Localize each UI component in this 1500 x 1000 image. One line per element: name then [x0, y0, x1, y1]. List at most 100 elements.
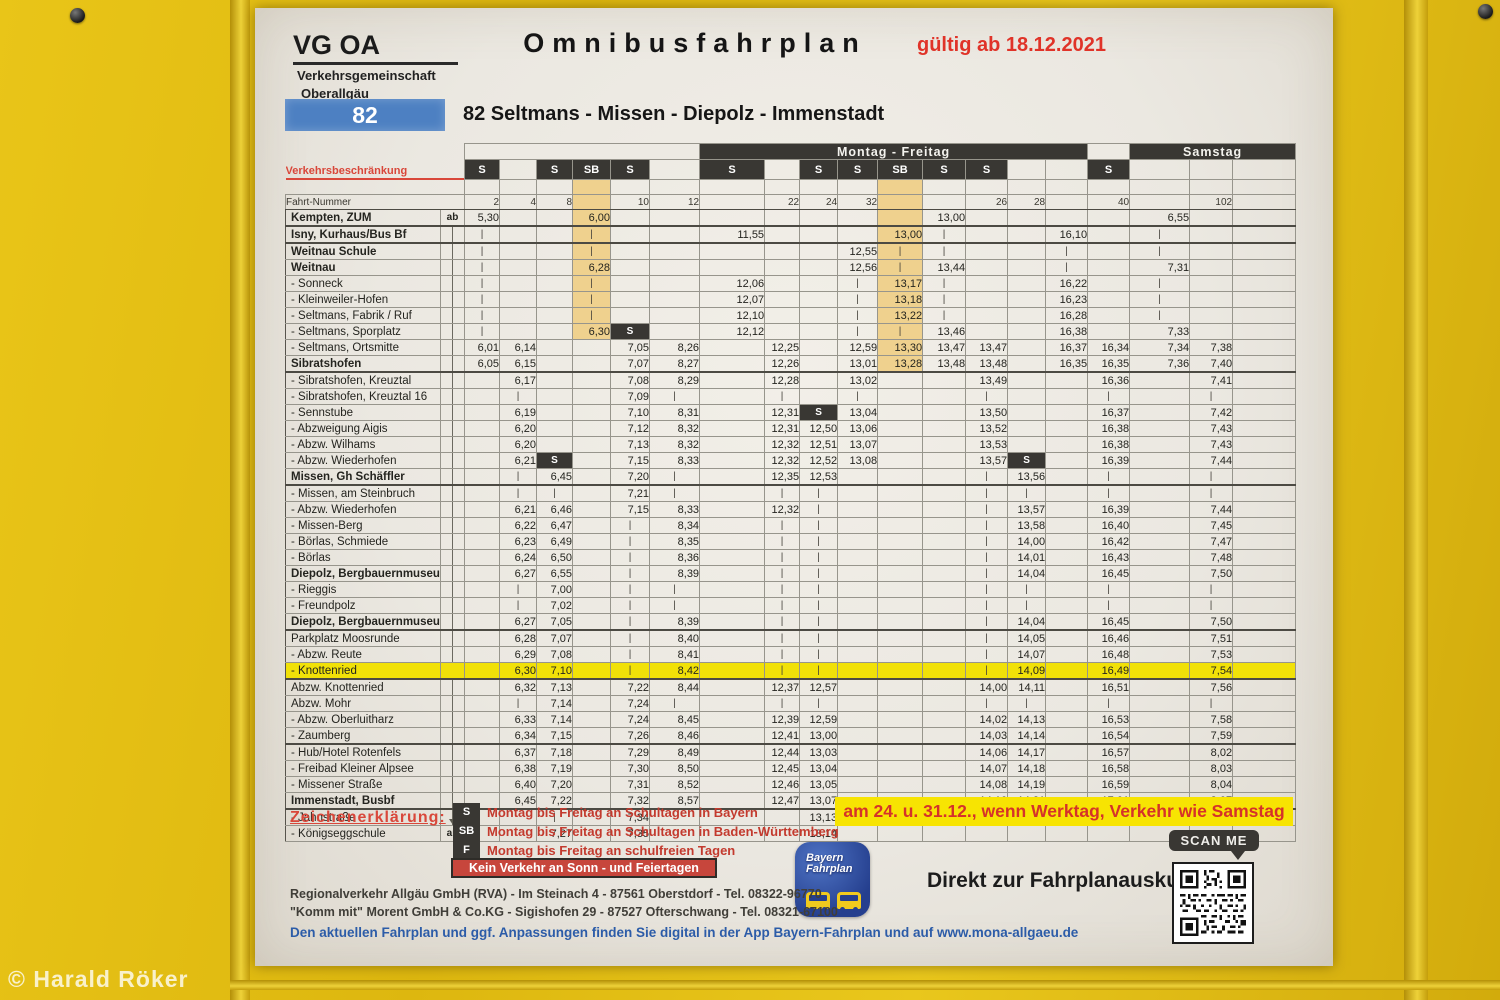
agency-subtitle-2: Oberallgäu [301, 86, 369, 101]
photographer-watermark: © Harald Röker [8, 966, 189, 992]
time-cell: 8,29 [648, 371, 701, 389]
time-cell: 7,32 [610, 792, 650, 810]
legend-text: Montag bis Freitag an Schultagen in Bade… [487, 824, 839, 839]
frame-groove-bottom [230, 980, 1500, 990]
time-cell: 16,42 [1087, 533, 1131, 550]
time-cell: 16,40 [1087, 517, 1131, 534]
through-marker: | [648, 484, 701, 502]
time-cell: 13,00 [922, 209, 967, 227]
time-cell: 6,29 [499, 646, 537, 663]
through-marker: | [799, 533, 839, 550]
frame-screw [70, 8, 85, 23]
through-marker: | [877, 242, 924, 260]
route-line [440, 533, 465, 550]
route-line [440, 501, 465, 518]
time-cell: 14,09 [1007, 662, 1047, 680]
app-icon-text: Bayern Fahrplan [806, 852, 853, 875]
station-row: Abzw. Knottenried 6,32 7,13 7,22 8,44 12,37 12… [285, 678, 1297, 696]
time-cell: 7,54 [1189, 662, 1234, 680]
station-row: - Abzweigung Aigis 6,20 7,12 8,32 12,31 12,50… [285, 420, 1297, 437]
time-cell: 7,43 [1189, 420, 1234, 437]
time-cell: 6,01 [464, 339, 500, 356]
time-cell: 16,23 [1045, 291, 1089, 308]
school-day-marker: S [799, 404, 839, 421]
time-cell: 8,31 [648, 404, 701, 421]
time-cell: 13,06 [837, 420, 879, 437]
through-marker: | [464, 275, 500, 292]
through-marker: | [610, 549, 650, 566]
through-marker: | [965, 484, 1009, 502]
badge-cell: SB [572, 159, 611, 180]
time-cell: 12,32 [764, 501, 801, 518]
through-marker: | [837, 275, 879, 292]
time-cell: 8,50 [648, 760, 701, 777]
legend-symbol-F: F [453, 841, 480, 860]
through-marker: | [764, 549, 801, 566]
route-line [440, 420, 465, 437]
route-line [440, 436, 465, 453]
time-cell: 12,28 [764, 371, 801, 389]
time-cell: 7,50 [1189, 565, 1234, 582]
time-cell: 8,40 [648, 629, 701, 647]
time-cell: 14,07 [965, 760, 1009, 777]
station-row: - Kleinweiler-Hofen | | 12,07 | 13,18 | 16,23 | [285, 291, 1297, 308]
station-cell: Immenstadt, Busbf [285, 792, 441, 810]
through-marker: | [648, 581, 701, 598]
through-marker: | [799, 549, 839, 566]
route-line [440, 388, 465, 405]
time-cell: 6,55 [536, 565, 573, 582]
station-row: - Seltmans, Ortsmitte 6,01 6,14 7,05 8,26 12,… [285, 339, 1297, 356]
time-cell: 7,41 [1189, 371, 1234, 389]
through-marker: | [1045, 259, 1089, 276]
station-row: - Sibratshofen, Kreuztal 16 | 7,09 | | | | | | [285, 388, 1297, 405]
badge-cell: S [837, 159, 879, 180]
route-line [440, 629, 465, 647]
station-row: - Rieggis | 7,00 | | | | | | | | [285, 581, 1297, 598]
through-marker: | [799, 695, 839, 712]
station-cell: Diepolz, Bergbauernmuseum [285, 565, 441, 582]
time-cell: 6,22 [499, 517, 537, 534]
time-cell: 6,47 [536, 517, 573, 534]
time-cell: 8,44 [648, 678, 701, 696]
route-line [440, 695, 465, 712]
time-cell: 7,24 [610, 711, 650, 728]
time-cell: 6,28 [499, 629, 537, 647]
through-marker: | [764, 662, 801, 680]
station-cell: - Missen-Berg [285, 517, 441, 534]
badge-cell [1007, 159, 1047, 180]
legend-symbol-SB: SB [453, 822, 480, 841]
trip-number-cell: 32 [837, 194, 879, 210]
time-cell: 8,03 [1189, 760, 1234, 777]
time-cell: 6,27 [499, 613, 537, 631]
trip-number-cell [699, 194, 766, 210]
through-marker: | [648, 468, 701, 486]
time-cell: 6,30 [499, 662, 537, 680]
time-cell: 13,07 [837, 436, 879, 453]
through-marker: | [610, 565, 650, 582]
time-cell: 7,44 [1189, 501, 1234, 518]
station-row: - Missen-Berg 6,22 6,47 | 8,34 | | | 13,58 16,40 7… [285, 517, 1297, 534]
time-cell: 14,08 [965, 776, 1009, 793]
through-marker: | [877, 323, 924, 340]
time-cell: 7,51 [1189, 629, 1234, 647]
station-cell: - Hub/Hotel Rotenfels [285, 743, 441, 761]
time-cell: 7,59 [1189, 727, 1234, 745]
station-row: - Zaumberg 6,34 7,15 7,26 8,46 12,41 13,00 14,0… [285, 727, 1297, 745]
time-cell: 16,54 [1087, 727, 1131, 745]
time-cell: 7,36 [1129, 355, 1191, 373]
time-cell: 7,09 [610, 388, 650, 405]
through-marker: | [1087, 484, 1131, 502]
station-cell: - Sennstube [285, 404, 441, 421]
through-marker: | [1189, 484, 1234, 502]
time-cell: 7,02 [536, 597, 573, 614]
through-marker: | [799, 629, 839, 647]
time-cell: 12,52 [799, 452, 839, 469]
time-cell: 8,33 [648, 452, 701, 469]
through-marker: | [499, 581, 537, 598]
bus-and-train-icon [806, 892, 861, 912]
station-row: - Abzw. Wilhams 6,20 7,13 8,32 12,32 12,51 13,… [285, 436, 1297, 453]
station-row: - Knottenried 6,30 7,10 | 8,42 | | | 14,09 16,49 7… [285, 662, 1297, 680]
time-cell: 7,43 [1189, 436, 1234, 453]
time-cell: 7,19 [536, 760, 573, 777]
